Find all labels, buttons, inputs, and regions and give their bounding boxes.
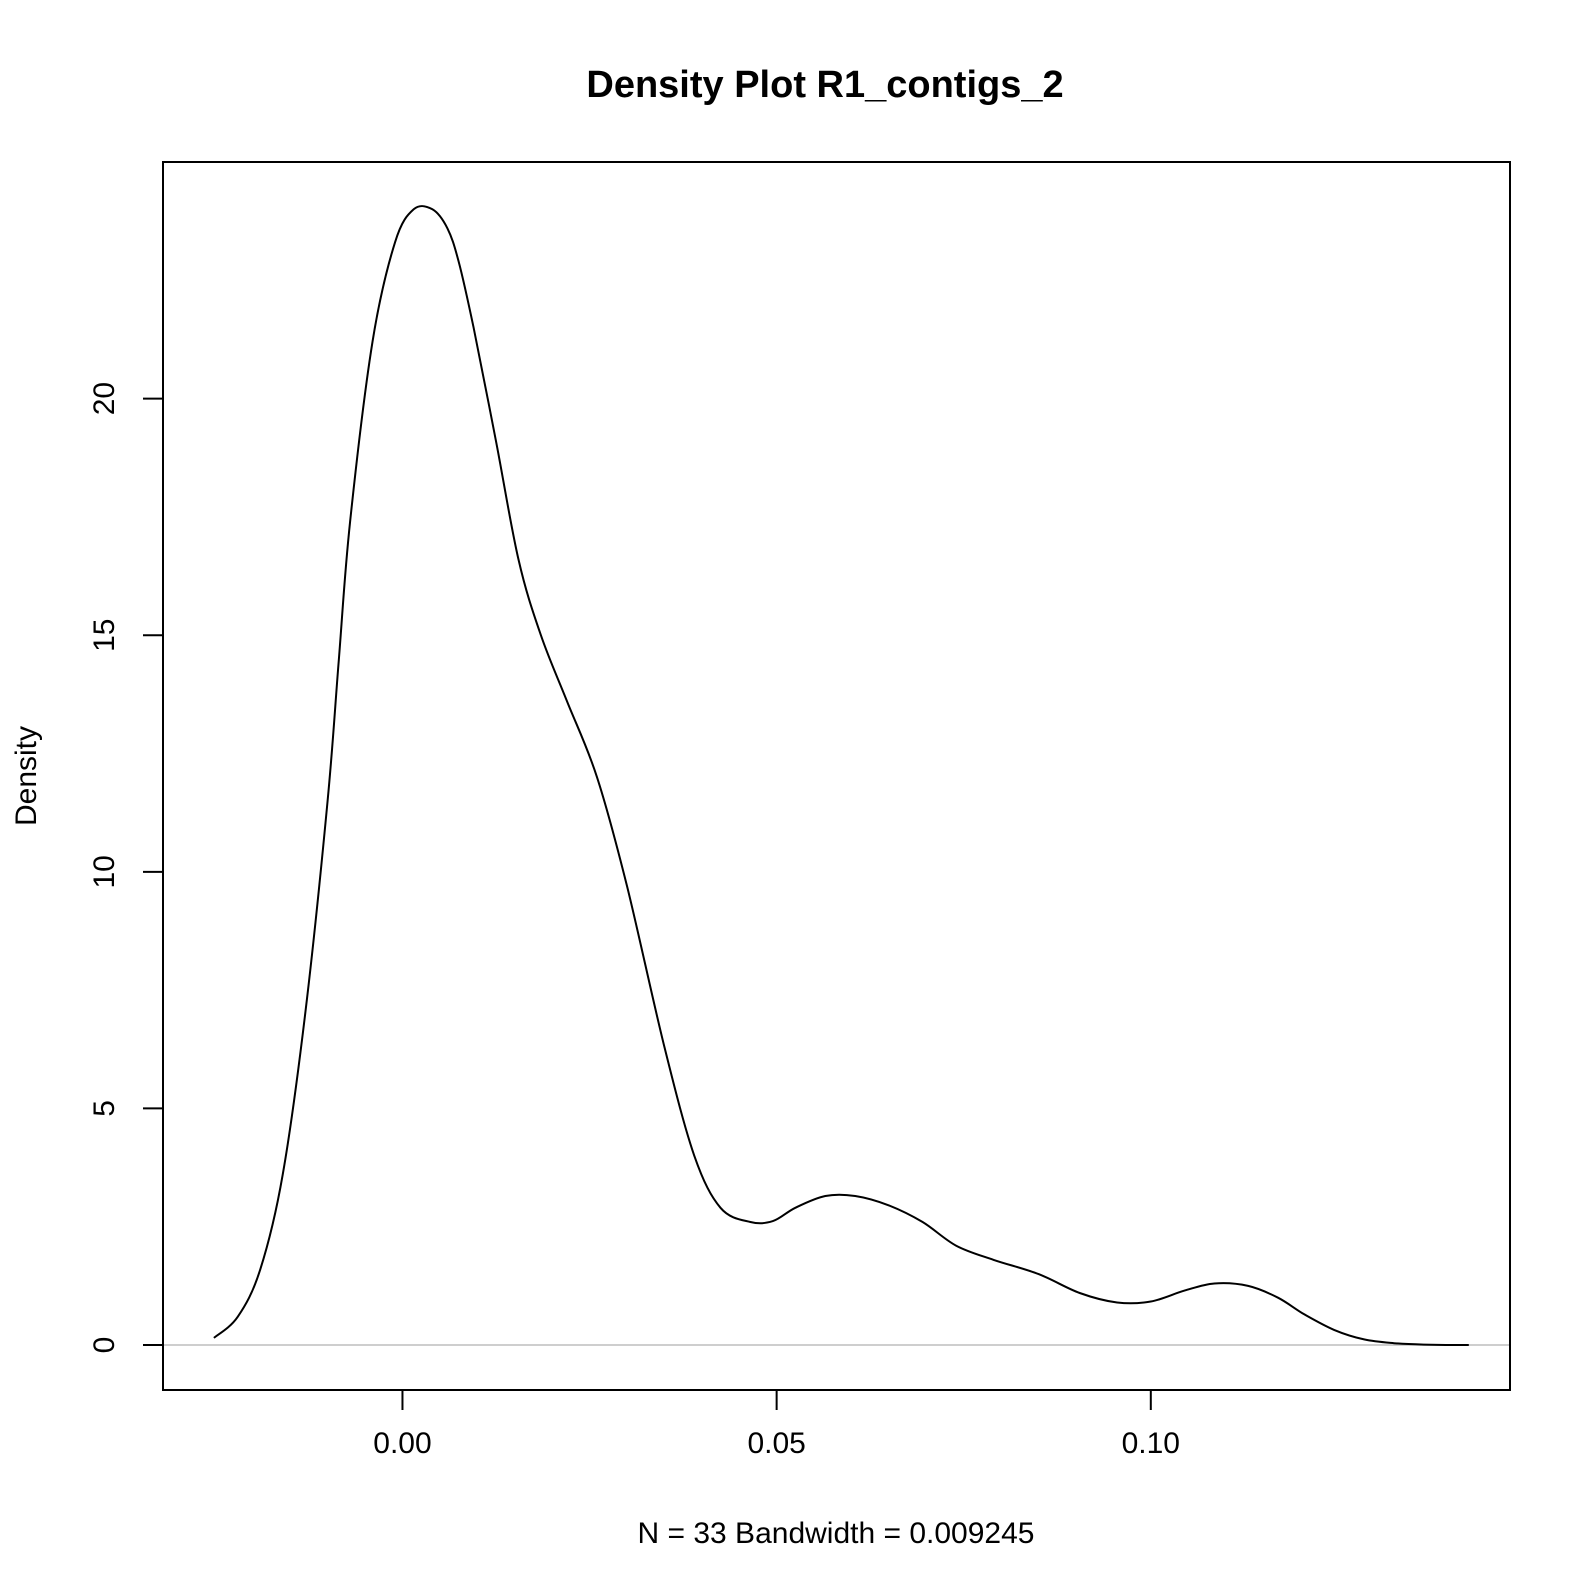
- y-tick-label: 0: [88, 1337, 121, 1354]
- x-axis-title: N = 33 Bandwidth = 0.009245: [638, 1517, 1035, 1550]
- chart-title: Density Plot R1_contigs_2: [586, 64, 1063, 106]
- x-tick-label: 0.05: [747, 1427, 805, 1460]
- y-axis-title: Density: [10, 726, 43, 826]
- plot-frame: [162, 161, 1511, 1391]
- x-tick-label: 0.00: [373, 1427, 431, 1460]
- y-tick-label: 20: [88, 382, 121, 415]
- x-axis: 0.00 0.05 0.10: [373, 1389, 1180, 1460]
- x-tick-label: 0.10: [1122, 1427, 1180, 1460]
- y-axis: 0 5 10 15 20: [88, 382, 164, 1354]
- density-curve: [213, 205, 1469, 1347]
- y-tick-label: 15: [88, 619, 121, 652]
- y-tick-label: 10: [88, 855, 121, 888]
- y-tick-label: 5: [88, 1100, 121, 1117]
